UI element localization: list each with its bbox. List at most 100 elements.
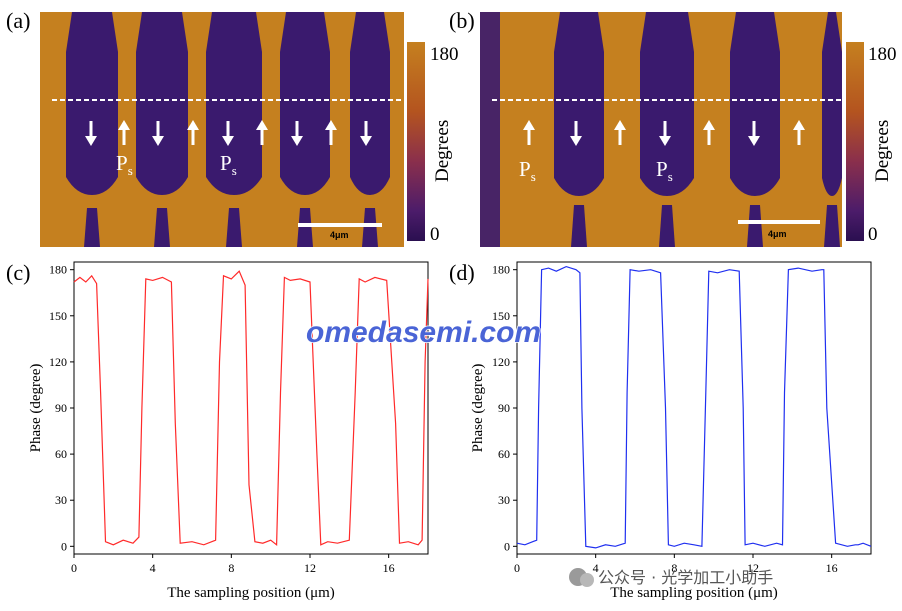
arrow-up-icon (256, 120, 268, 145)
map-b-scale-label: 4μm (768, 229, 787, 239)
map-b-colorbar (846, 42, 864, 241)
map-b-domains (480, 12, 842, 247)
domain-stripe-lower (659, 205, 675, 247)
panel-label-d: (d) (449, 260, 475, 285)
map-a-ps-label-2: Ps (220, 151, 237, 178)
map-b-colorbar-title: Degrees (872, 120, 893, 182)
map-a-colorbar-title: Degrees (432, 120, 453, 182)
chart-d-series-line (516, 265, 872, 549)
watermark-text: omedasemi.com (306, 316, 541, 349)
map-a-colorbar-max: 180 (430, 44, 459, 65)
arrow-up-icon (118, 120, 130, 145)
map-b-ps-label-1: Ps (519, 157, 536, 184)
chart-c-ticks: 0 30 60 90 120 150 180 0 4 8 12 16 (49, 263, 395, 575)
x-tick-label: 12 (304, 561, 316, 575)
phase-map-b: Ps Ps 4μm 180 0 Degrees (480, 12, 897, 247)
y-tick-label: 90 (498, 401, 510, 415)
y-tick-label: 180 (49, 263, 67, 277)
x-tick-label: 8 (671, 561, 677, 575)
domain-stripe-edge (480, 12, 500, 247)
chart-c-ylabel: Phase (degree) (28, 364, 44, 453)
arrow-down-icon (748, 121, 760, 146)
map-a-scale-label: 4μm (330, 230, 349, 240)
y-tick-label: 120 (492, 355, 510, 369)
x-tick-label: 16 (826, 561, 838, 575)
phase-map-a: Ps Ps 4μm 180 0 Degrees (40, 12, 459, 247)
x-tick-label: 16 (383, 561, 395, 575)
wechat-account-label: 公众号 · 光学加工小助手 (598, 568, 773, 587)
y-tick-label: 0 (504, 539, 510, 553)
domain-stripe (206, 12, 262, 195)
domain-stripe (350, 12, 390, 195)
domain-stripe-lower (297, 208, 313, 247)
domain-stripe-lower (747, 205, 763, 247)
arrow-down-icon (222, 121, 234, 146)
domain-stripe-lower (84, 208, 100, 247)
y-tick-label: 90 (55, 401, 67, 415)
domain-stripe (554, 12, 604, 196)
chart-c: 0 30 60 90 120 150 180 0 4 8 12 16 The sampling pos… (28, 261, 429, 601)
x-tick-label: 4 (150, 561, 156, 575)
arrow-up-icon (703, 120, 715, 145)
x-tick-label: 12 (747, 561, 759, 575)
map-b-polarization-arrows (523, 120, 805, 146)
domain-stripe-lower (226, 208, 242, 247)
panel-label-a: (a) (6, 8, 30, 33)
map-b-colorbar-min: 0 (868, 224, 878, 245)
y-tick-label: 60 (55, 447, 67, 461)
y-tick-label: 150 (492, 309, 510, 323)
panel-label-b: (b) (449, 8, 475, 33)
map-a-scale-bar (298, 223, 382, 227)
domain-stripe-lower (362, 208, 378, 247)
map-a-polarization-arrows (85, 120, 372, 146)
arrow-down-icon (85, 121, 97, 146)
y-tick-label: 60 (498, 447, 510, 461)
arrow-up-icon (187, 120, 199, 145)
chart-c-frame (73, 261, 429, 555)
domain-stripe (280, 12, 330, 195)
domain-stripe (136, 12, 188, 195)
chart-c-series-line (73, 270, 429, 547)
chart-d-xlabel: The sampling position (μm) (610, 585, 778, 601)
wechat-icon-bubble (580, 573, 594, 587)
y-tick-label: 30 (55, 493, 67, 507)
arrow-down-icon (360, 121, 372, 146)
chart-d: 0 30 60 90 120 150 180 0 4 8 12 16 The sampling pos… (470, 261, 872, 601)
chart-c-xlabel: The sampling position (μm) (167, 585, 335, 601)
x-tick-label: 0 (71, 561, 77, 575)
y-tick-label: 120 (49, 355, 67, 369)
arrow-down-icon (659, 121, 671, 146)
map-b-colorbar-max: 180 (868, 44, 897, 65)
panel-label-c: (c) (6, 260, 30, 285)
domain-stripe-lower (824, 205, 840, 247)
y-tick-label: 150 (49, 309, 67, 323)
x-tick-label: 8 (228, 561, 234, 575)
arrow-up-icon (523, 120, 535, 145)
arrow-up-icon (614, 120, 626, 145)
x-tick-label: 4 (593, 561, 599, 575)
map-a-colorbar (407, 42, 425, 241)
domain-stripe (640, 12, 694, 196)
map-a-colorbar-min: 0 (430, 224, 440, 245)
arrow-up-icon (793, 120, 805, 145)
chart-d-frame (516, 261, 872, 555)
arrow-down-icon (152, 121, 164, 146)
map-b-scale-bar (738, 220, 820, 224)
domain-stripe-lower (571, 205, 587, 247)
map-a-ps-label-1: Ps (116, 151, 133, 178)
y-tick-label: 30 (498, 493, 510, 507)
map-a-domains (66, 12, 390, 247)
arrow-down-icon (570, 121, 582, 146)
domain-stripe (822, 12, 842, 196)
map-b-ps-label-2: Ps (656, 157, 673, 184)
chart-d-ticks: 0 30 60 90 120 150 180 0 4 8 12 16 (492, 263, 838, 575)
y-tick-label: 180 (492, 263, 510, 277)
arrow-up-icon (325, 120, 337, 145)
domain-stripe-lower (154, 208, 170, 247)
x-tick-label: 0 (514, 561, 520, 575)
domain-stripe (66, 12, 118, 195)
chart-d-ylabel: Phase (degree) (470, 364, 486, 453)
y-tick-label: 0 (61, 539, 67, 553)
domain-stripe (730, 12, 780, 196)
